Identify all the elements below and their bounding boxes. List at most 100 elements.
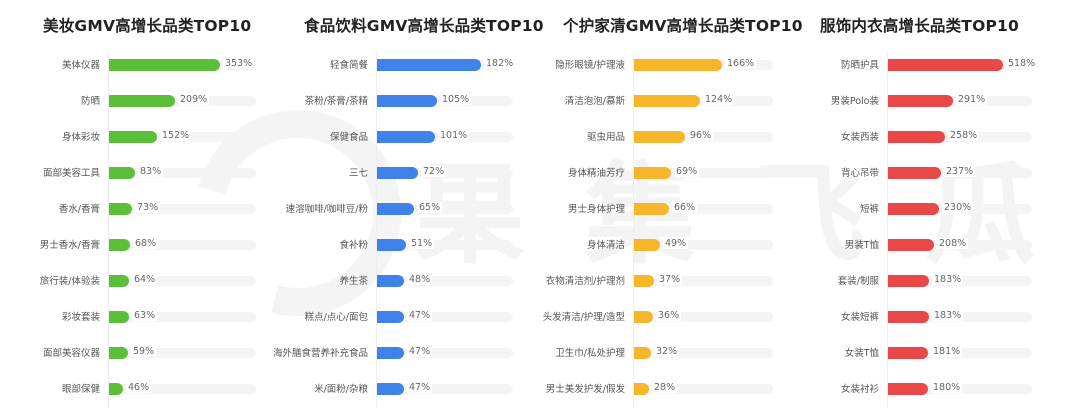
bar xyxy=(888,167,941,179)
category-label: 米/面粉/杂粮 xyxy=(314,384,368,395)
bar xyxy=(109,131,157,143)
chart-title: 食品饮料GMV高增长品类TOP10 xyxy=(304,17,544,35)
bar xyxy=(377,203,414,215)
bar-track xyxy=(377,240,513,250)
bar xyxy=(377,95,437,107)
bar-track xyxy=(109,168,256,178)
value-label: 237% xyxy=(944,166,976,177)
category-label: 糕点/点心/面包 xyxy=(304,312,368,323)
bar xyxy=(634,95,700,107)
value-label: 36% xyxy=(656,310,682,321)
category-label: 轻食简餐 xyxy=(329,60,368,71)
category-label: 男装T恤 xyxy=(844,240,879,251)
bar-row: 男士美发护发/假发 28% xyxy=(0,382,1080,395)
value-label: 124% xyxy=(703,94,735,105)
bar-row: 衣物清洁剂/护理剂 37% xyxy=(0,274,1080,287)
bar-row: 男装Polo装 291% xyxy=(0,94,1080,107)
category-label: 彩妆套装 xyxy=(61,312,100,323)
y-axis-line xyxy=(108,52,109,407)
bar-row: 卫生巾/私处护理 32% xyxy=(0,346,1080,359)
bar-row: 女装西装 258% xyxy=(0,130,1080,143)
category-label: 男装Polo装 xyxy=(830,96,879,107)
bar xyxy=(109,203,132,215)
bar-row: 轻食简餐 182% xyxy=(0,58,1080,71)
bar-track xyxy=(634,384,773,394)
category-label: 保健食品 xyxy=(329,132,368,143)
value-label: 353% xyxy=(223,58,255,69)
bar-track xyxy=(109,276,256,286)
category-label: 女装西装 xyxy=(840,132,879,143)
bar xyxy=(888,275,929,287)
bar xyxy=(109,311,129,323)
bar-row: 头发清洁/护理/造型 36% xyxy=(0,310,1080,323)
category-label: 男士身体护理 xyxy=(567,204,625,215)
bar xyxy=(634,203,669,215)
bar-track xyxy=(109,384,256,394)
value-label: 49% xyxy=(663,238,689,249)
value-label: 258% xyxy=(948,130,980,141)
bar-track xyxy=(634,168,773,178)
category-label: 茶粉/茶膏/茶精 xyxy=(304,96,368,107)
bar xyxy=(634,383,649,395)
category-label: 美体仪器 xyxy=(61,60,100,71)
value-label: 166% xyxy=(725,58,757,69)
bar xyxy=(377,131,435,143)
value-label: 28% xyxy=(652,382,678,393)
bar-row: 男士身体护理 66% xyxy=(0,202,1080,215)
bar xyxy=(109,95,175,107)
value-label: 181% xyxy=(931,346,963,357)
bar xyxy=(634,131,685,143)
value-label: 83% xyxy=(138,166,164,177)
category-label: 食补粉 xyxy=(339,240,368,251)
bar-row: 面部美容仪器 59% xyxy=(0,346,1080,359)
bar xyxy=(109,347,128,359)
bar xyxy=(377,383,404,395)
bar-track xyxy=(634,312,773,322)
bar-track xyxy=(377,312,513,322)
bar-track xyxy=(634,204,773,214)
value-label: 69% xyxy=(674,166,700,177)
category-label: 速溶咖啡/咖啡豆/粉 xyxy=(285,204,368,215)
chart-title: 服饰内衣高增长品类TOP10 xyxy=(820,17,1019,35)
bar xyxy=(888,239,934,251)
bar-track xyxy=(109,312,256,322)
category-label: 防晒 xyxy=(80,96,100,107)
bar xyxy=(888,347,928,359)
category-label: 眼部保健 xyxy=(61,384,100,395)
bar-row: 香水/香膏 73% xyxy=(0,202,1080,215)
bar-row: 清洁泡泡/慕斯 124% xyxy=(0,94,1080,107)
bar xyxy=(888,203,939,215)
bar xyxy=(109,275,129,287)
bar-row: 女装T恤 181% xyxy=(0,346,1080,359)
value-label: 518% xyxy=(1006,58,1038,69)
category-label: 身体彩妆 xyxy=(61,132,100,143)
bar xyxy=(377,239,406,251)
value-label: 37% xyxy=(657,274,683,285)
category-label: 养生茶 xyxy=(339,276,368,287)
bar xyxy=(109,59,220,71)
value-label: 105% xyxy=(440,94,472,105)
value-label: 183% xyxy=(932,310,964,321)
bar xyxy=(377,311,404,323)
category-label: 衣物清洁剂/护理剂 xyxy=(545,276,625,287)
bar-row: 背心吊带 237% xyxy=(0,166,1080,179)
bar-track xyxy=(109,348,256,358)
category-label: 香水/香膏 xyxy=(58,204,100,215)
bar-row: 眼部保健 46% xyxy=(0,382,1080,395)
bar-row: 美体仪器 353% xyxy=(0,58,1080,71)
bar-row: 短裤 230% xyxy=(0,202,1080,215)
bar-row: 男装T恤 208% xyxy=(0,238,1080,251)
value-label: 209% xyxy=(178,94,210,105)
bar-row: 米/面粉/杂粮 47% xyxy=(0,382,1080,395)
value-label: 230% xyxy=(942,202,974,213)
category-label: 防晒护具 xyxy=(840,60,879,71)
bar-track xyxy=(377,348,513,358)
chart-title: 个护家清GMV高增长品类TOP10 xyxy=(563,17,803,35)
bar xyxy=(377,167,418,179)
value-label: 73% xyxy=(135,202,161,213)
value-label: 152% xyxy=(160,130,192,141)
bar xyxy=(377,347,404,359)
